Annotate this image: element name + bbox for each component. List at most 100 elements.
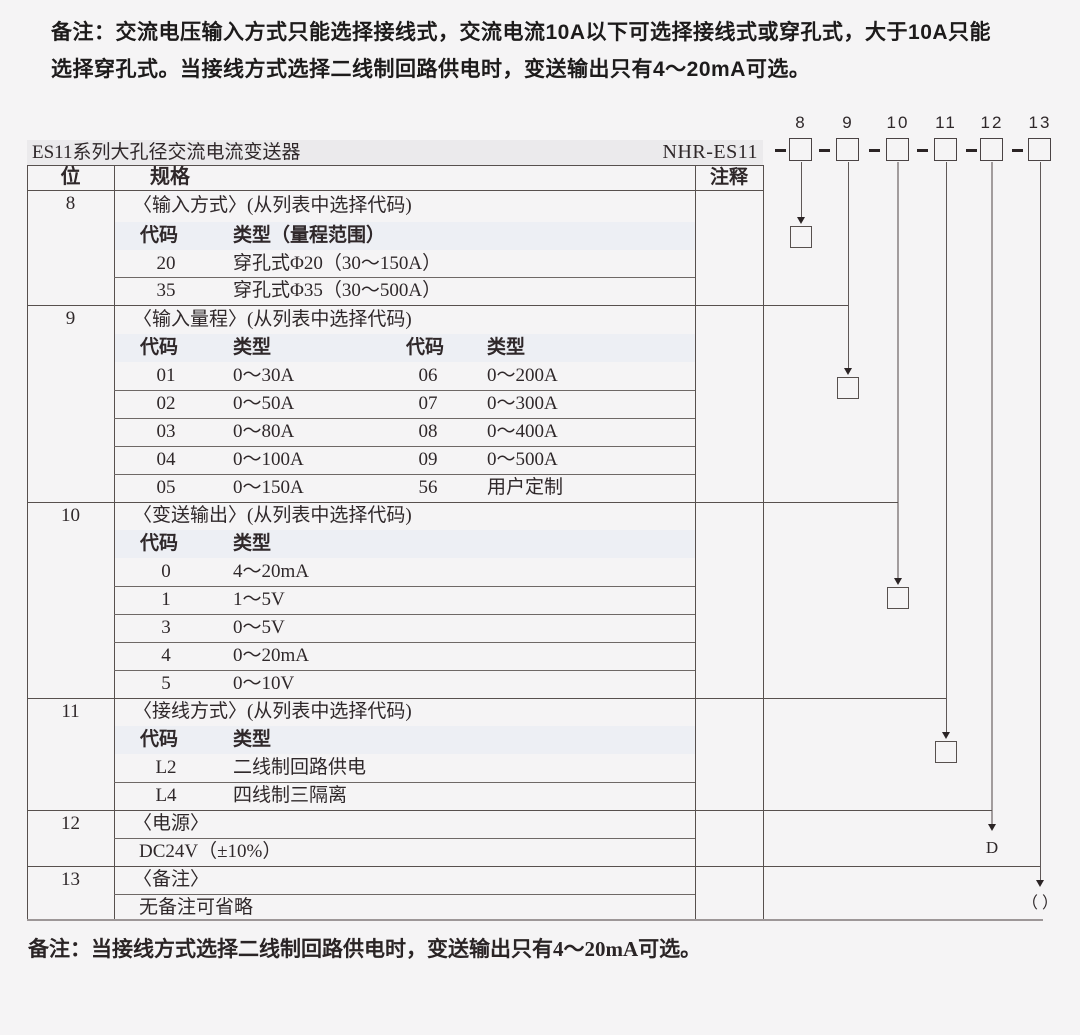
extension-line: [763, 305, 848, 306]
arrow-down-icon: [797, 217, 805, 224]
type-cell: 0～30A: [233, 365, 295, 386]
type-cell: 0～5V: [233, 617, 285, 638]
code-cell: 1: [161, 589, 171, 610]
title-band: [27, 140, 763, 165]
row-pos-13: 13: [61, 869, 80, 890]
code-cell: L2: [155, 757, 177, 778]
leader-line-11: [946, 162, 947, 732]
type-cell: 0～200A: [487, 365, 558, 386]
table-border: [695, 165, 696, 921]
extension-line: [763, 698, 946, 699]
target-box-9: [837, 377, 859, 399]
type-cell: 穿孔式Φ20（30～150A）: [233, 253, 442, 274]
position-number-11: 11: [935, 113, 957, 132]
table-border: [27, 305, 763, 306]
table-border: [27, 165, 28, 921]
row-divider: [114, 390, 695, 391]
code-cell: 09: [418, 449, 438, 470]
code-cell: 3: [161, 617, 171, 638]
table-bottom-border: [27, 919, 1043, 921]
row-divider: [114, 838, 695, 839]
row-title-12: 〈电源〉: [133, 813, 210, 834]
code-box-11: [934, 138, 957, 161]
row-divider: [114, 446, 695, 447]
arrow-down-icon: [988, 824, 996, 831]
subheader-band-row9: [115, 334, 695, 362]
code-box-8: [789, 138, 812, 161]
fixed-code-paren: （ ）: [1021, 895, 1058, 912]
bottom-note: 备注：当接线方式选择二线制回路供电时，变送输出只有4～20mA可选。: [28, 937, 702, 961]
row-divider: [114, 614, 695, 615]
type-cell: 四线制三隔离: [233, 785, 348, 806]
dash-separator: [775, 149, 786, 152]
col-label-code: 代码: [140, 533, 179, 554]
col-label-code: 代码: [140, 337, 179, 358]
row-divider: [114, 474, 695, 475]
table-border: [27, 190, 763, 191]
code-cell: L4: [155, 785, 177, 806]
table-border: [27, 165, 763, 166]
column-header-note: 注释: [709, 167, 748, 188]
code-cell: 0: [161, 561, 171, 582]
product-title: ES11系列大孔径交流电流变送器: [32, 142, 301, 163]
top-note-line1: 备注：交流电压输入方式只能选择接线式，交流电流10A以下可选择接线式或穿孔式，大…: [51, 21, 992, 44]
position-number-10: 10: [886, 113, 910, 132]
row-divider: [114, 894, 695, 895]
code-cell: 02: [156, 393, 176, 414]
code-cell: 04: [156, 449, 176, 470]
code-cell: 4: [161, 645, 171, 666]
code-cell: 56: [418, 477, 438, 498]
type-cell: 穿孔式Φ35（30～500A）: [233, 280, 442, 301]
row-divider: [114, 277, 695, 278]
position-number-8: 8: [795, 113, 807, 132]
row-pos-8: 8: [65, 193, 76, 214]
row-title-10: 〈变送输出〉(从列表中选择代码): [133, 505, 412, 526]
top-note-line2: 选择穿孔式。当接线方式选择二线制回路供电时，变送输出只有4～20mA可选。: [51, 58, 811, 81]
code-box-10: [886, 138, 909, 161]
subheader-band-row10: [115, 530, 695, 558]
col-label-code2: 代码: [406, 337, 445, 358]
row-divider: [114, 586, 695, 587]
column-header-pos: 位: [60, 166, 81, 188]
row-divider: [114, 418, 695, 419]
arrow-down-icon: [894, 578, 902, 585]
extension-line: [763, 502, 898, 503]
value-cell: 无备注可省略: [139, 897, 254, 918]
col-label-type: 类型: [233, 533, 272, 554]
type-cell: 0～150A: [233, 477, 304, 498]
target-box-8: [790, 226, 812, 248]
table-border: [27, 502, 763, 503]
type-cell: 0～500A: [487, 449, 558, 470]
dash-separator: [869, 149, 880, 152]
type-cell: 1～5V: [233, 589, 285, 610]
value-cell: DC24V（±10%）: [139, 841, 282, 862]
code-box-13: [1028, 138, 1051, 161]
row-pos-11: 11: [61, 701, 80, 722]
dash-separator: [1012, 149, 1023, 152]
leader-line-12: [991, 162, 993, 824]
col-label-code: 代码: [140, 225, 179, 246]
type-cell: 0～10V: [233, 673, 295, 694]
row-pos-9: 9: [65, 308, 76, 329]
row-divider: [114, 782, 695, 783]
type-cell: 二线制回路供电: [233, 757, 367, 778]
dash-separator: [966, 149, 977, 152]
leader-line-9: [848, 162, 849, 369]
col-label-type: 类型（量程范围）: [233, 225, 386, 246]
position-number-12: 12: [980, 113, 1004, 132]
row-pos-12: 12: [61, 813, 80, 834]
row-title-11: 〈接线方式〉(从列表中选择代码): [133, 701, 412, 722]
table-border: [763, 165, 764, 921]
model-code: NHR-ES11: [662, 141, 758, 163]
type-cell: 0～80A: [233, 421, 295, 442]
type-cell: 用户定制: [487, 477, 564, 498]
code-cell: 03: [156, 421, 176, 442]
type-cell: 0～20mA: [233, 645, 310, 666]
type-cell: 0～50A: [233, 393, 295, 414]
row-divider: [114, 670, 695, 671]
arrow-down-icon: [1036, 880, 1044, 887]
code-cell: 06: [418, 365, 438, 386]
type-cell: 0～100A: [233, 449, 304, 470]
col-label-type: 类型: [233, 729, 272, 750]
